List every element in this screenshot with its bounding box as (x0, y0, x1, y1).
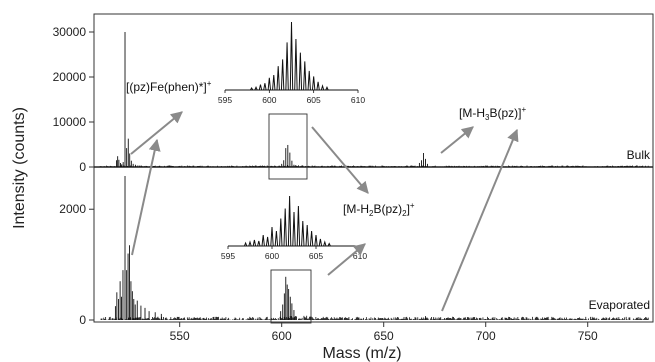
baseline-noise (100, 316, 648, 320)
inset-tick-label: 600 (262, 95, 276, 105)
series-evaporated (100, 176, 648, 320)
inset-tick-label: 600 (265, 251, 279, 261)
inset-tick-label: 595 (221, 251, 235, 261)
label-m-h3b: [M-H3B(pz)]+ (459, 105, 526, 122)
y-tick-label: 0 (79, 160, 86, 174)
inset-trace (228, 196, 360, 246)
arrow-h2b-bulk (312, 127, 368, 193)
y-tick-label: 20000 (53, 70, 87, 84)
inset-tick-label: 595 (218, 95, 232, 105)
arrow-fe-bulk (131, 112, 182, 154)
arrow-h3b-bulk (441, 127, 473, 153)
arrow-h3b-evaporated (442, 130, 517, 311)
panel-label-evaporated: Evaporated (589, 298, 650, 312)
x-tick-label: 600 (272, 329, 292, 343)
label-fe-phen: [(pz)Fe(phen)*]+ (126, 79, 212, 94)
x-axis: 550 600 650 700 750 (170, 322, 598, 343)
y-axis-bulk: 0 10000 20000 30000 (53, 25, 94, 174)
y-axis-label: Intensity (counts) (11, 107, 28, 229)
y-tick-label: 2000 (59, 202, 86, 216)
inset-trace (225, 22, 358, 90)
panel-label-bulk: Bulk (627, 148, 651, 162)
annotation-arrows (131, 112, 517, 311)
series-bulk (100, 32, 648, 167)
inset-tick-label: 605 (309, 251, 323, 261)
x-tick-label: 550 (170, 329, 190, 343)
inset-tick-label: 610 (351, 95, 365, 105)
inset-tick-label: 605 (307, 95, 321, 105)
x-tick-label: 650 (374, 329, 394, 343)
zoom-box-evaporated (271, 270, 311, 323)
arrow-fe-evaporated (132, 140, 157, 255)
x-tick-label: 750 (578, 329, 598, 343)
x-axis-label: Mass (m/z) (322, 345, 401, 362)
plot-frame (94, 14, 653, 322)
label-m-h2b: [M-H2B(pz)2]+ (343, 201, 415, 218)
y-axis-evaporated: 0 2000 (59, 202, 94, 327)
x-tick-label: 700 (476, 329, 496, 343)
inset-bulk: 595 600 605 610 (218, 22, 365, 105)
y-tick-label: 30000 (53, 25, 87, 39)
y-tick-label: 10000 (53, 115, 87, 129)
y-tick-label: 0 (79, 313, 86, 327)
